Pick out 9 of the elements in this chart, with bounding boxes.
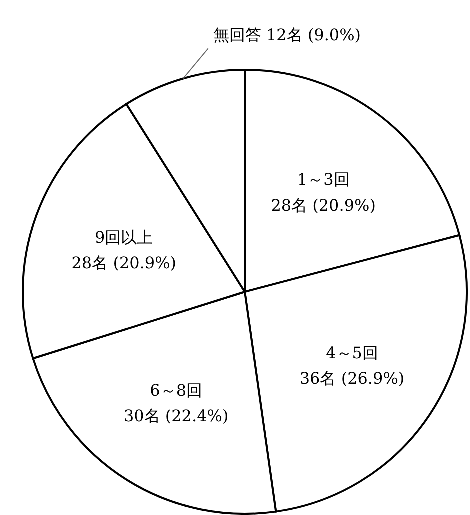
slice-label: 9回以上 [95,228,154,247]
data-label: 28名 (20.9%) [72,253,177,272]
slice-label: 1～3回 [297,170,350,190]
slice-label: 無回答 12名 (9.0%) [213,26,362,45]
slice-label: 4～5回 [326,343,378,362]
data-label: 28名 (20.9%) [271,196,376,215]
data-label: 36名 (26.9%) [300,369,405,388]
slice-label: 6～8回 [150,381,202,400]
data-label: 30名 (22.4%) [124,406,229,426]
